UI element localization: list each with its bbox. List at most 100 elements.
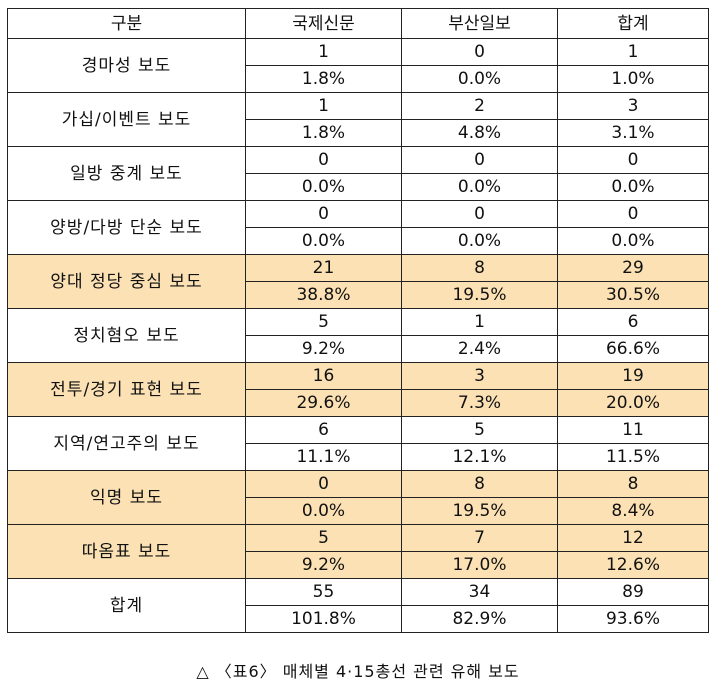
percent-cell: 0.0% [557,227,709,255]
percent-cell: 82.9% [401,605,558,633]
category-label: 전투/경기 표현 보도 [7,362,246,417]
count-cell: 0 [245,200,402,228]
count-cell: 21 [245,254,402,282]
table-caption: △ 〈표6〉 매체별 4·15총선 관련 유해 보도 [196,662,520,681]
count-cell: 1 [557,38,709,66]
percent-cell: 1.8% [245,119,402,147]
percent-cell: 7.3% [401,389,558,417]
percent-cell: 0.0% [245,173,402,201]
count-cell: 8 [401,470,558,498]
category-label: 경마성 보도 [7,38,246,93]
table-row-percent: 1.8% 0.0% 1.0% [8,65,709,93]
percent-cell: 0.0% [401,227,558,255]
count-cell: 7 [401,524,558,552]
percent-cell: 20.0% [557,389,709,417]
percent-cell: 19.5% [401,281,558,309]
table-row-percent: 101.8% 82.9% 93.6% [8,605,709,633]
percent-cell: 38.8% [245,281,402,309]
category-label: 익명 보도 [7,470,246,525]
table-row-count: 정치혐오 보도 5 1 6 [7,308,709,363]
percent-cell: 12.1% [401,443,558,471]
table-row-percent: 29.6% 7.3% 20.0% [8,389,709,417]
percent-cell: 4.8% [401,119,558,147]
count-cell: 6 [245,416,402,444]
table-row-percent: 0.0% 0.0% 0.0% [8,227,709,255]
table-row-percent: 38.8% 19.5% 30.5% [8,281,709,309]
percent-cell: 11.5% [557,443,709,471]
table-row-count: 경마성 보도 1 0 1 [7,38,709,93]
percent-cell: 8.4% [557,497,709,525]
percent-cell: 29.6% [245,389,402,417]
percent-cell: 11.1% [245,443,402,471]
table-row-count: 일방 중계 보도 0 0 0 [7,146,709,201]
harmful-reporting-table: 구분 국제신문 부산일보 합계 경마성 보도 1 0 1 1.8% 0.0% 1.0% 가십/… [7,8,709,633]
table-body: 경마성 보도 1 0 1 1.8% 0.0% 1.0% 가십/이벤트 보도 1 2 3 1.8% 4.8… [7,38,709,633]
table-row-percent: 9.2% 17.0% 12.6% [8,551,709,579]
count-cell: 34 [401,578,558,606]
percent-cell: 17.0% [401,551,558,579]
table-row-percent: 11.1% 12.1% 11.5% [8,443,709,471]
header-row: 구분 국제신문 부산일보 합계 [7,8,709,39]
count-cell: 1 [245,38,402,66]
table-row-count: 따옴표 보도 5 7 12 [7,524,709,579]
count-cell: 5 [245,524,402,552]
percent-cell: 12.6% [557,551,709,579]
header-category: 구분 [7,8,246,39]
table-row-percent: 1.8% 4.8% 3.1% [8,119,709,147]
percent-cell: 0.0% [557,173,709,201]
percent-cell: 1.0% [557,65,709,93]
count-cell: 89 [557,578,709,606]
table-row-count: 양방/다방 단순 보도 0 0 0 [7,200,709,255]
percent-cell: 3.1% [557,119,709,147]
table-row-count: 양대 정당 중심 보도 21 8 29 [7,254,709,309]
count-cell: 11 [557,416,709,444]
table-row-count: 지역/연고주의 보도 6 5 11 [7,416,709,471]
percent-cell: 19.5% [401,497,558,525]
header-busan: 부산일보 [401,8,558,39]
count-cell: 5 [245,308,402,336]
category-label: 일방 중계 보도 [7,146,246,201]
category-label: 양대 정당 중심 보도 [7,254,246,309]
header-kookje: 국제신문 [245,8,402,39]
table-row-count: 가십/이벤트 보도 1 2 3 [7,92,709,147]
category-label: 정치혐오 보도 [7,308,246,363]
percent-cell: 93.6% [557,605,709,633]
header-total: 합계 [557,8,709,39]
percent-cell: 0.0% [245,227,402,255]
table-row-count: 합계 55 34 89 [7,578,709,633]
count-cell: 3 [401,362,558,390]
count-cell: 0 [245,470,402,498]
count-cell: 55 [245,578,402,606]
count-cell: 8 [557,470,709,498]
percent-cell: 9.2% [245,335,402,363]
count-cell: 16 [245,362,402,390]
percent-cell: 1.8% [245,65,402,93]
percent-cell: 0.0% [401,65,558,93]
percent-cell: 9.2% [245,551,402,579]
count-cell: 2 [401,92,558,120]
count-cell: 8 [401,254,558,282]
count-cell: 0 [401,38,558,66]
table-row-count: 익명 보도 0 8 8 [7,470,709,525]
count-cell: 5 [401,416,558,444]
category-label: 가십/이벤트 보도 [7,92,246,147]
category-label: 지역/연고주의 보도 [7,416,246,471]
category-label: 양방/다방 단순 보도 [7,200,246,255]
category-label: 따옴표 보도 [7,524,246,579]
count-cell: 6 [557,308,709,336]
count-cell: 19 [557,362,709,390]
percent-cell: 0.0% [245,497,402,525]
table-row-percent: 0.0% 0.0% 0.0% [8,173,709,201]
count-cell: 0 [557,200,709,228]
count-cell: 1 [245,92,402,120]
count-cell: 0 [401,200,558,228]
count-cell: 1 [401,308,558,336]
percent-cell: 0.0% [401,173,558,201]
percent-cell: 101.8% [245,605,402,633]
table-row-percent: 9.2% 2.4% 66.6% [8,335,709,363]
count-cell: 0 [245,146,402,174]
table-row-percent: 0.0% 19.5% 8.4% [8,497,709,525]
count-cell: 12 [557,524,709,552]
percent-cell: 2.4% [401,335,558,363]
category-label: 합계 [7,578,246,633]
